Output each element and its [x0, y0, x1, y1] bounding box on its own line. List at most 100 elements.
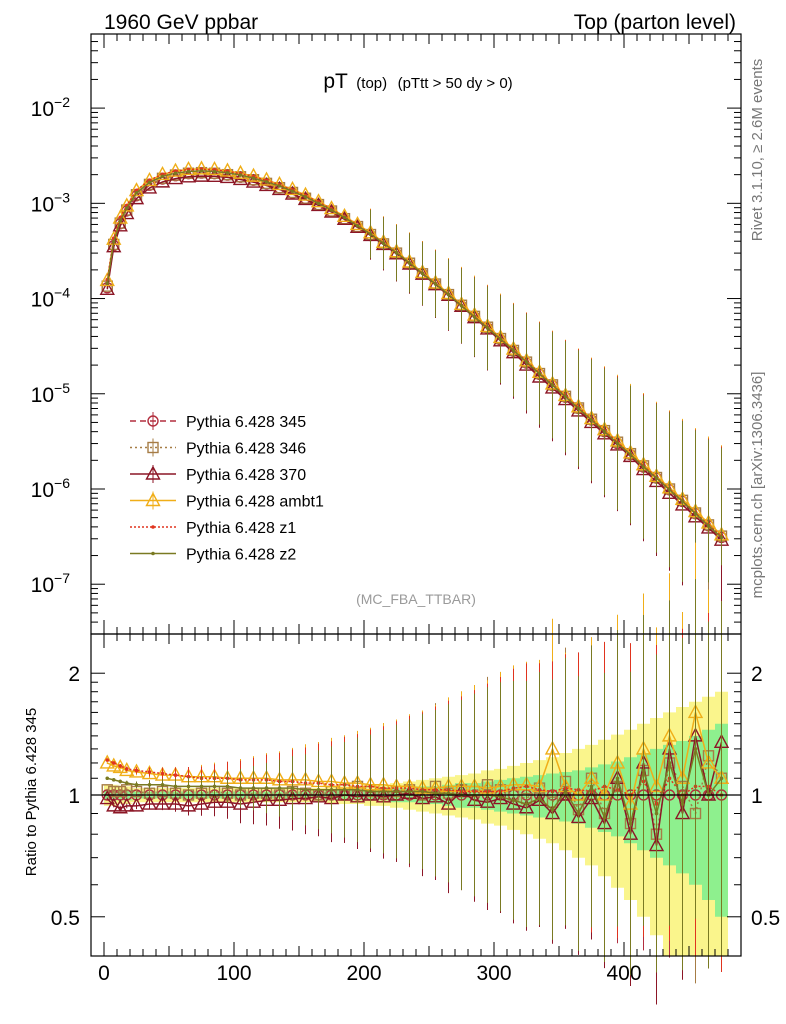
- main-point: [212, 169, 217, 174]
- main-ytick-label: 10−5: [31, 380, 71, 407]
- main-point: [225, 171, 230, 175]
- ratio-point: [303, 788, 308, 792]
- ratio-point: [420, 789, 425, 794]
- legend-entry-1: Pythia 6.428 346: [130, 438, 306, 458]
- main-point: [316, 201, 321, 206]
- ratio-point: [589, 784, 594, 789]
- legend-entry-2: Pythia 6.428 370: [130, 465, 306, 484]
- ratio-point: [160, 771, 165, 776]
- ratio-point: [106, 757, 122, 772]
- main-point: [381, 241, 386, 246]
- ratio-point: [576, 811, 581, 816]
- ratio-series-5: [105, 579, 724, 976]
- main-point: [193, 160, 210, 175]
- ratio-point: [719, 776, 724, 781]
- main-point: [693, 511, 698, 516]
- legend-label: Pythia 6.428 345: [186, 414, 306, 431]
- ratio-point: [108, 785, 120, 798]
- legend-label: Pythia 6.428 370: [186, 467, 306, 484]
- ratio-point: [277, 786, 282, 790]
- main-point: [238, 173, 243, 177]
- main-point: [99, 271, 115, 287]
- ratio-point: [219, 793, 236, 808]
- legend-entry-0: Pythia 6.428 345: [130, 412, 306, 431]
- analysis-tag: (MC_FBA_TTBAR): [356, 591, 476, 607]
- main-point: [303, 195, 308, 199]
- ratio-point: [498, 794, 503, 799]
- ratio-point: [118, 764, 123, 768]
- ratio-ytick-label-left: 1: [68, 785, 80, 808]
- ratio-point: [680, 802, 685, 806]
- ratio-point: [446, 791, 451, 796]
- legend-marker: [147, 441, 159, 454]
- xtick-label: 0: [98, 962, 110, 985]
- ratio-point: [238, 786, 243, 790]
- ratio-point: [232, 795, 249, 810]
- main-point: [271, 180, 288, 196]
- main-point: [284, 180, 301, 196]
- main-point: [106, 238, 122, 253]
- ratio-point: [693, 747, 698, 751]
- ratio-point: [368, 789, 373, 794]
- main-point: [206, 167, 223, 183]
- ratio-point: [124, 781, 129, 785]
- main-ytick-label: 10−3: [31, 189, 71, 216]
- ratio-point: [537, 796, 542, 801]
- ratio-band-outer: [104, 691, 728, 956]
- ratio-point: [105, 776, 110, 781]
- main-point: [602, 429, 607, 434]
- main-point: [394, 251, 399, 255]
- ratio-ytick-label-right: 2: [751, 663, 763, 686]
- main-point: [433, 282, 438, 286]
- main-point: [193, 167, 210, 182]
- ratio-line-4: [106, 759, 722, 806]
- legend-marker: [151, 525, 155, 529]
- main-series-5: [105, 169, 724, 628]
- legend-entry-3: Pythia 6.428 ambt1: [130, 491, 324, 511]
- main-point: [537, 372, 542, 376]
- legend-label: Pythia 6.428 ambt1: [186, 494, 324, 511]
- legend-marker: [145, 492, 161, 507]
- ratio-point: [112, 799, 128, 814]
- plot-title: pT (top) (pTtt > 50 dy > 0): [323, 70, 512, 93]
- ratio-ytick-label-left: 2: [68, 663, 80, 686]
- ratio-point: [225, 784, 230, 789]
- ratio-point: [173, 773, 178, 777]
- main-point: [706, 524, 711, 528]
- legend-entry-4: Pythia 6.428 z1: [130, 520, 296, 537]
- main-point: [576, 406, 581, 411]
- main-ytick-label: 10−2: [31, 94, 71, 121]
- legend: Pythia 6.428 345 Pythia 6.428 346 Pythia 6…: [130, 412, 324, 564]
- ratio-point: [193, 795, 210, 810]
- ratio-point: [628, 821, 633, 826]
- plot-title-sub2: (pTtt > 50 dy > 0): [398, 75, 513, 92]
- main-point: [119, 197, 135, 212]
- ratio-point: [264, 786, 269, 790]
- ratio-point: [124, 767, 129, 771]
- ratio-point: [667, 761, 672, 765]
- ratio-point: [141, 795, 158, 810]
- ratio-point: [206, 793, 223, 808]
- main-point: [641, 465, 646, 469]
- main-point: [459, 303, 464, 308]
- main-point: [290, 189, 295, 194]
- main-point: [147, 180, 152, 185]
- xtick-label: 100: [216, 962, 251, 985]
- legend-marker: [145, 465, 161, 480]
- ratio-point: [118, 779, 123, 784]
- legend-marker: [151, 551, 155, 556]
- main-point: [232, 164, 249, 179]
- ratio-point: [563, 789, 568, 794]
- main-point: [180, 168, 197, 183]
- main-point: [420, 271, 425, 276]
- header-left: 1960 GeV ppbar: [104, 11, 258, 34]
- main-point: [368, 232, 373, 236]
- main-point: [524, 360, 529, 364]
- ratio-point: [550, 807, 555, 812]
- main-point: [654, 476, 659, 480]
- ratio-point: [154, 795, 171, 810]
- ratio-point: [329, 788, 334, 792]
- xtick-label: 200: [346, 962, 381, 985]
- side-label-mcplots: mcplots.cern.ch [arXiv:1306.3436]: [749, 372, 766, 599]
